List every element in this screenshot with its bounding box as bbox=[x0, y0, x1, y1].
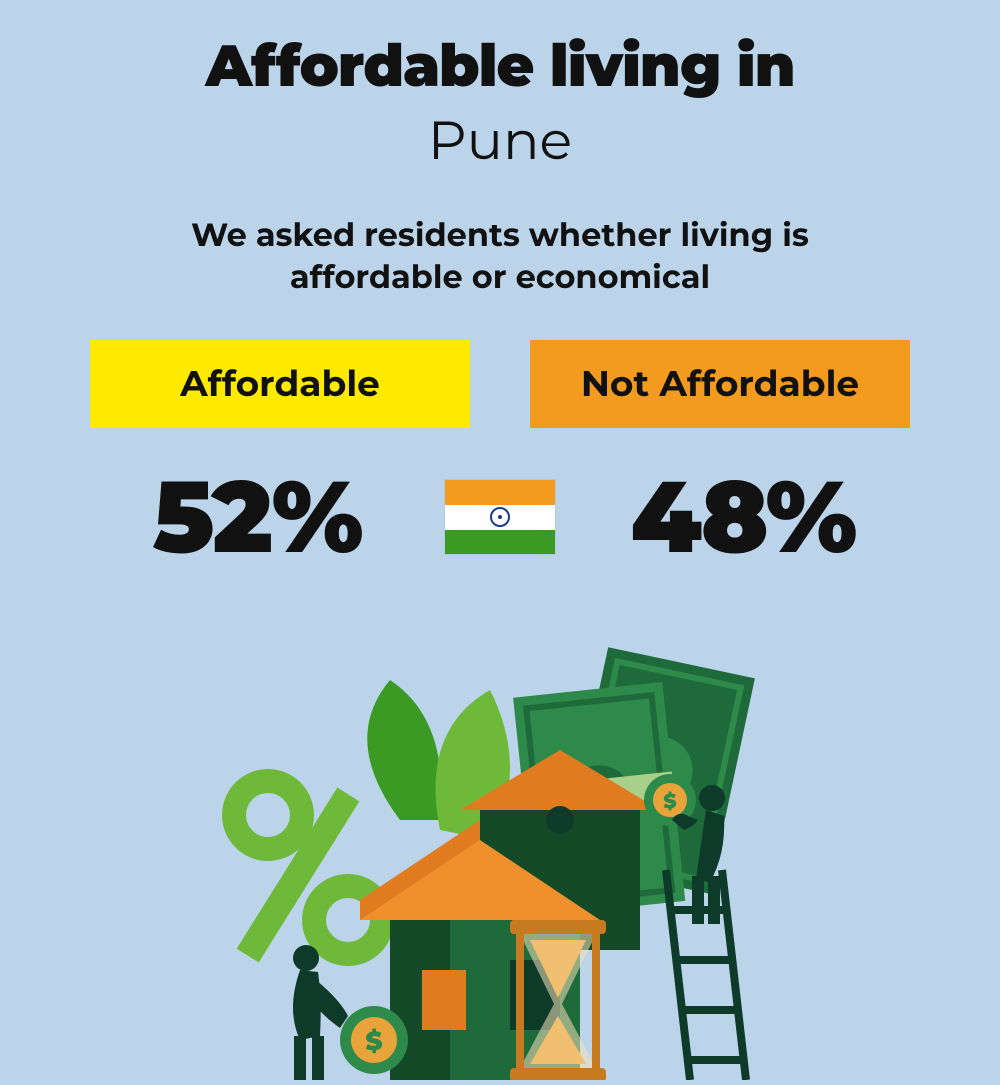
flag-green-stripe bbox=[445, 530, 555, 555]
affordability-illustration: $ $ bbox=[190, 620, 810, 1080]
flag-saffron-stripe bbox=[445, 480, 555, 505]
svg-text:$: $ bbox=[663, 790, 676, 814]
flag-white-stripe bbox=[445, 505, 555, 530]
india-flag-icon bbox=[445, 480, 555, 554]
subtitle-line-1: We asked residents whether living is bbox=[191, 216, 809, 255]
subtitle: We asked residents whether living is aff… bbox=[0, 215, 1000, 298]
affordable-badge: Affordable bbox=[90, 340, 470, 428]
values-row: 52% 48% bbox=[0, 456, 1000, 578]
not-affordable-value: 48% bbox=[583, 456, 903, 578]
affordable-value: 52% bbox=[97, 456, 417, 578]
flag-chakra-icon bbox=[490, 507, 510, 527]
percent-icon bbox=[234, 781, 382, 962]
badges-row: Affordable Not Affordable bbox=[0, 340, 1000, 428]
subtitle-line-2: affordable or economical bbox=[290, 258, 710, 297]
page-title: Affordable living in bbox=[0, 30, 1000, 101]
illustration-svg: $ $ bbox=[190, 620, 810, 1080]
city-name: Pune bbox=[0, 107, 1000, 173]
svg-text:$: $ bbox=[365, 1025, 382, 1057]
not-affordable-badge: Not Affordable bbox=[530, 340, 910, 428]
